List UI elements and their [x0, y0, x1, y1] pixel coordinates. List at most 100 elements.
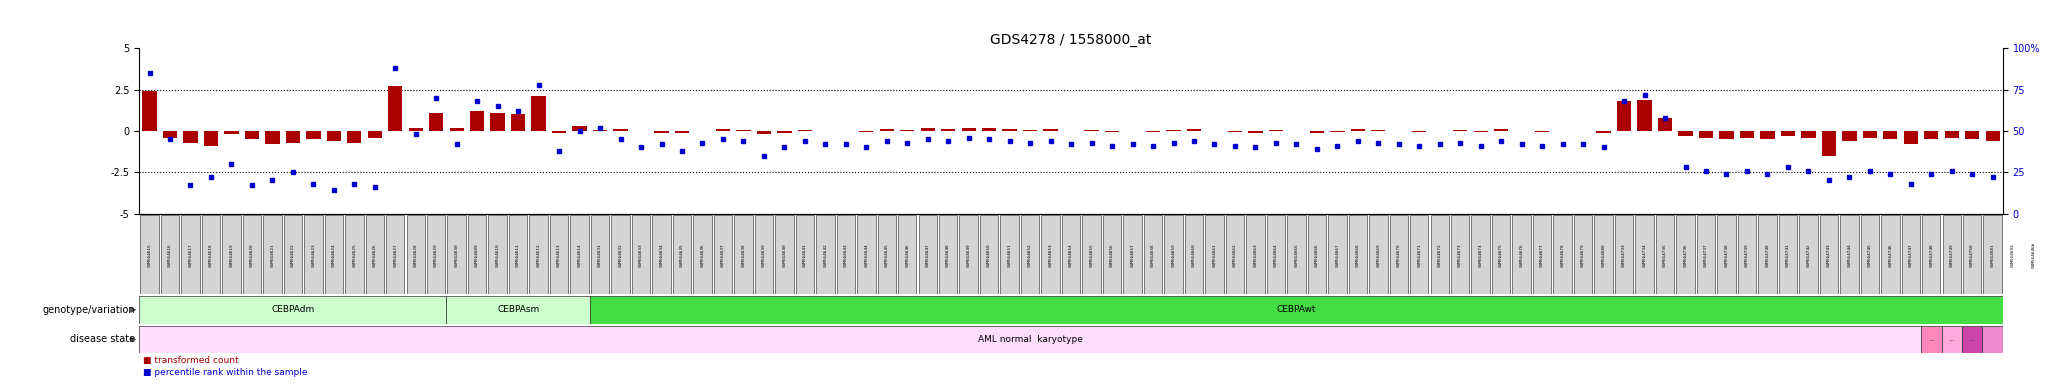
Bar: [631, 215, 651, 294]
Bar: [1921, 215, 1939, 294]
Bar: [1614, 215, 1634, 294]
Title: GDS4278 / 1558000_at: GDS4278 / 1558000_at: [991, 33, 1151, 47]
Bar: [305, 215, 324, 294]
Bar: [655, 131, 668, 132]
Bar: [1982, 326, 2003, 353]
Bar: [1638, 99, 1653, 131]
Text: GSM564647: GSM564647: [926, 243, 930, 266]
Text: GSM564622: GSM564622: [291, 243, 295, 266]
Bar: [1821, 215, 1839, 294]
Bar: [1761, 131, 1776, 139]
Bar: [942, 129, 954, 131]
Bar: [1843, 131, 1858, 141]
Bar: [283, 215, 303, 294]
Text: GSM564617: GSM564617: [188, 243, 193, 266]
Text: GSM564641: GSM564641: [803, 243, 807, 266]
Text: GSM564625: GSM564625: [352, 243, 356, 266]
Bar: [1475, 131, 1487, 132]
Text: GSM564672: GSM564672: [1438, 243, 1442, 266]
Bar: [1167, 130, 1180, 131]
Bar: [836, 215, 856, 294]
Bar: [1737, 215, 1757, 294]
Text: GSM564655: GSM564655: [1090, 243, 1094, 266]
Text: GSM564747: GSM564747: [1909, 243, 1913, 266]
Bar: [549, 215, 569, 294]
Bar: [328, 131, 342, 141]
Text: ■ transformed count: ■ transformed count: [143, 356, 240, 366]
Bar: [651, 215, 672, 294]
Bar: [1634, 215, 1655, 294]
Bar: [164, 131, 178, 137]
Bar: [938, 215, 956, 294]
Text: GSM564681: GSM564681: [1991, 243, 1995, 266]
Text: ...: ...: [1927, 336, 1935, 343]
Bar: [510, 215, 528, 294]
Bar: [1778, 215, 1798, 294]
Bar: [369, 131, 383, 137]
Bar: [1802, 131, 1817, 137]
Bar: [756, 215, 774, 294]
Bar: [1413, 131, 1425, 132]
Bar: [1004, 129, 1016, 131]
Bar: [287, 131, 301, 142]
Text: GSM564749: GSM564749: [1950, 243, 1954, 266]
Bar: [410, 127, 424, 131]
Text: GSM564677: GSM564677: [1540, 243, 1544, 266]
Bar: [307, 131, 322, 139]
Bar: [1882, 215, 1901, 294]
Text: GSM564745: GSM564745: [1868, 243, 1872, 266]
Text: GSM564733: GSM564733: [1622, 243, 1626, 266]
Bar: [1204, 215, 1225, 294]
Bar: [717, 129, 729, 131]
Text: GSM564650: GSM564650: [987, 243, 991, 266]
Bar: [1987, 131, 1999, 141]
Bar: [881, 129, 893, 131]
Text: GSM564652: GSM564652: [1028, 243, 1032, 266]
Text: GSM564626: GSM564626: [373, 243, 377, 266]
Text: CEBPAsm: CEBPAsm: [498, 305, 539, 314]
Bar: [1311, 131, 1323, 133]
Text: GSM564735: GSM564735: [1663, 243, 1667, 266]
Bar: [1536, 131, 1550, 132]
Text: GSM564666: GSM564666: [1315, 243, 1319, 266]
Bar: [1147, 131, 1159, 132]
Text: GSM564619: GSM564619: [229, 243, 233, 266]
Bar: [143, 91, 158, 131]
Bar: [979, 215, 999, 294]
Bar: [467, 215, 487, 294]
Bar: [1841, 215, 1860, 294]
Bar: [1143, 215, 1163, 294]
Bar: [1655, 215, 1675, 294]
Text: GSM564658: GSM564658: [1151, 243, 1155, 266]
Text: GSM564740: GSM564740: [1765, 243, 1769, 266]
Bar: [999, 215, 1020, 294]
Bar: [1800, 215, 1819, 294]
Text: GSM564671: GSM564671: [1417, 243, 1421, 266]
Bar: [1716, 215, 1737, 294]
Text: GSM564644: GSM564644: [864, 243, 868, 266]
Bar: [1675, 215, 1696, 294]
Text: CEBPAwt: CEBPAwt: [1276, 305, 1317, 314]
Text: GSM564643: GSM564643: [844, 243, 848, 266]
Bar: [1227, 131, 1241, 132]
Bar: [778, 131, 791, 132]
Bar: [246, 131, 260, 139]
Bar: [590, 296, 2003, 324]
Text: GSM564618: GSM564618: [209, 243, 213, 266]
Bar: [1352, 129, 1364, 131]
Bar: [1942, 326, 1962, 353]
Text: genotype/variation: genotype/variation: [43, 305, 135, 315]
Bar: [428, 215, 446, 294]
Text: GSM564741: GSM564741: [1786, 243, 1790, 266]
Text: GSM564637: GSM564637: [721, 243, 725, 266]
Text: GSM564616: GSM564616: [168, 243, 172, 266]
Text: GSM564640: GSM564640: [782, 243, 786, 266]
Text: GSM564746: GSM564746: [1888, 243, 1892, 266]
Text: GSM564623: GSM564623: [311, 243, 315, 266]
Bar: [918, 215, 938, 294]
Text: GSM564673: GSM564673: [1458, 243, 1462, 266]
Bar: [1040, 215, 1061, 294]
Bar: [1532, 215, 1552, 294]
Text: GSM564645: GSM564645: [885, 243, 889, 266]
Bar: [162, 215, 180, 294]
